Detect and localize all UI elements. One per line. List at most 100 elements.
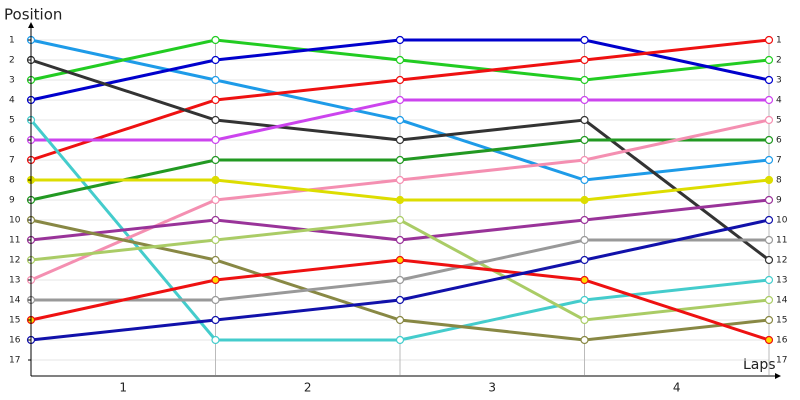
point [580,55,589,65]
point [395,275,405,285]
y-tick-label-right: 3 [776,76,782,86]
y-tick-label-right: 5 [776,116,782,126]
point [395,155,405,165]
y-tick-label: 14 [9,296,21,306]
point [211,115,220,125]
y-tick-label: 5 [9,116,15,126]
y-tick-label: 7 [9,156,15,166]
y-tick-label-right: 2 [776,56,782,66]
point [580,255,589,265]
point [395,95,405,105]
y-tick-label: 13 [9,276,20,286]
point [211,95,220,105]
point [580,135,589,145]
y-tick-label-right: 11 [776,236,787,246]
point [764,35,774,45]
y-tick-label: 1 [9,36,15,46]
point [764,95,774,105]
point [764,195,774,205]
point [764,135,774,145]
point [764,315,774,325]
point [580,215,589,225]
point [395,255,405,265]
point [211,175,220,185]
y-tick-label-right: 12 [776,256,787,266]
y-tick-label: 6 [9,136,15,146]
point [580,335,589,345]
y-tick-label: 2 [9,56,15,66]
point [764,275,774,285]
point [764,235,774,245]
point [395,55,405,65]
point [395,335,405,345]
point [211,55,220,65]
y-tick-label-right: 13 [776,276,787,286]
point [764,255,774,265]
y-tick-label-right: 1 [776,36,782,46]
y-tick-label-right: 4 [776,96,782,106]
x-tick-label: 3 [488,381,496,395]
point [395,35,405,45]
point [764,215,774,225]
point [211,335,220,345]
point [395,235,405,245]
y-tick-label-right: 8 [776,176,782,186]
point [580,115,589,125]
point [764,295,774,305]
point [211,135,220,145]
y-tick-label: 3 [9,76,15,86]
point [580,275,589,285]
y-tick-label-right: 10 [776,216,788,226]
y-tick-label: 8 [9,176,15,186]
point [764,335,774,345]
x-tick-label: 1 [119,381,127,395]
point [395,175,405,185]
point [211,155,220,165]
x-tick-label: 2 [304,381,312,395]
x-tick-label: 4 [673,381,681,395]
y-tick-label: 17 [9,356,20,366]
y-tick-label-right: 7 [776,156,782,166]
point [580,315,589,325]
point [395,135,405,145]
y-tick-label: 4 [9,96,15,106]
point [211,275,220,285]
y-tick-label-right: 16 [776,336,788,346]
point [764,55,774,65]
y-tick-label: 15 [9,316,20,326]
point [211,295,220,305]
point [395,295,405,305]
point [395,195,405,205]
plot [26,35,774,345]
point [580,95,589,105]
point [580,295,589,305]
point [211,315,220,325]
point [395,215,405,225]
point [211,215,220,225]
point [211,75,220,85]
grid [30,39,770,375]
point [395,315,405,325]
point [764,155,774,165]
point [580,75,589,85]
y-tick-label: 16 [9,336,21,346]
y-tick-label-right: 9 [776,196,782,206]
point [580,175,589,185]
y-tick-label: 12 [9,256,20,266]
point [395,75,405,85]
point [580,235,589,245]
y-tick-label: 11 [9,236,20,246]
point [580,35,589,45]
y-tick-label: 9 [9,196,15,206]
point [211,235,220,245]
y-tick-label: 10 [9,216,21,226]
point [211,35,220,45]
point [580,195,589,205]
point [764,115,774,125]
point [211,195,220,205]
point [580,155,589,165]
y-tick-label-right: 15 [776,316,787,326]
y-tick-label-right: 17 [776,356,787,366]
y-tick-label-right: 6 [776,136,782,146]
